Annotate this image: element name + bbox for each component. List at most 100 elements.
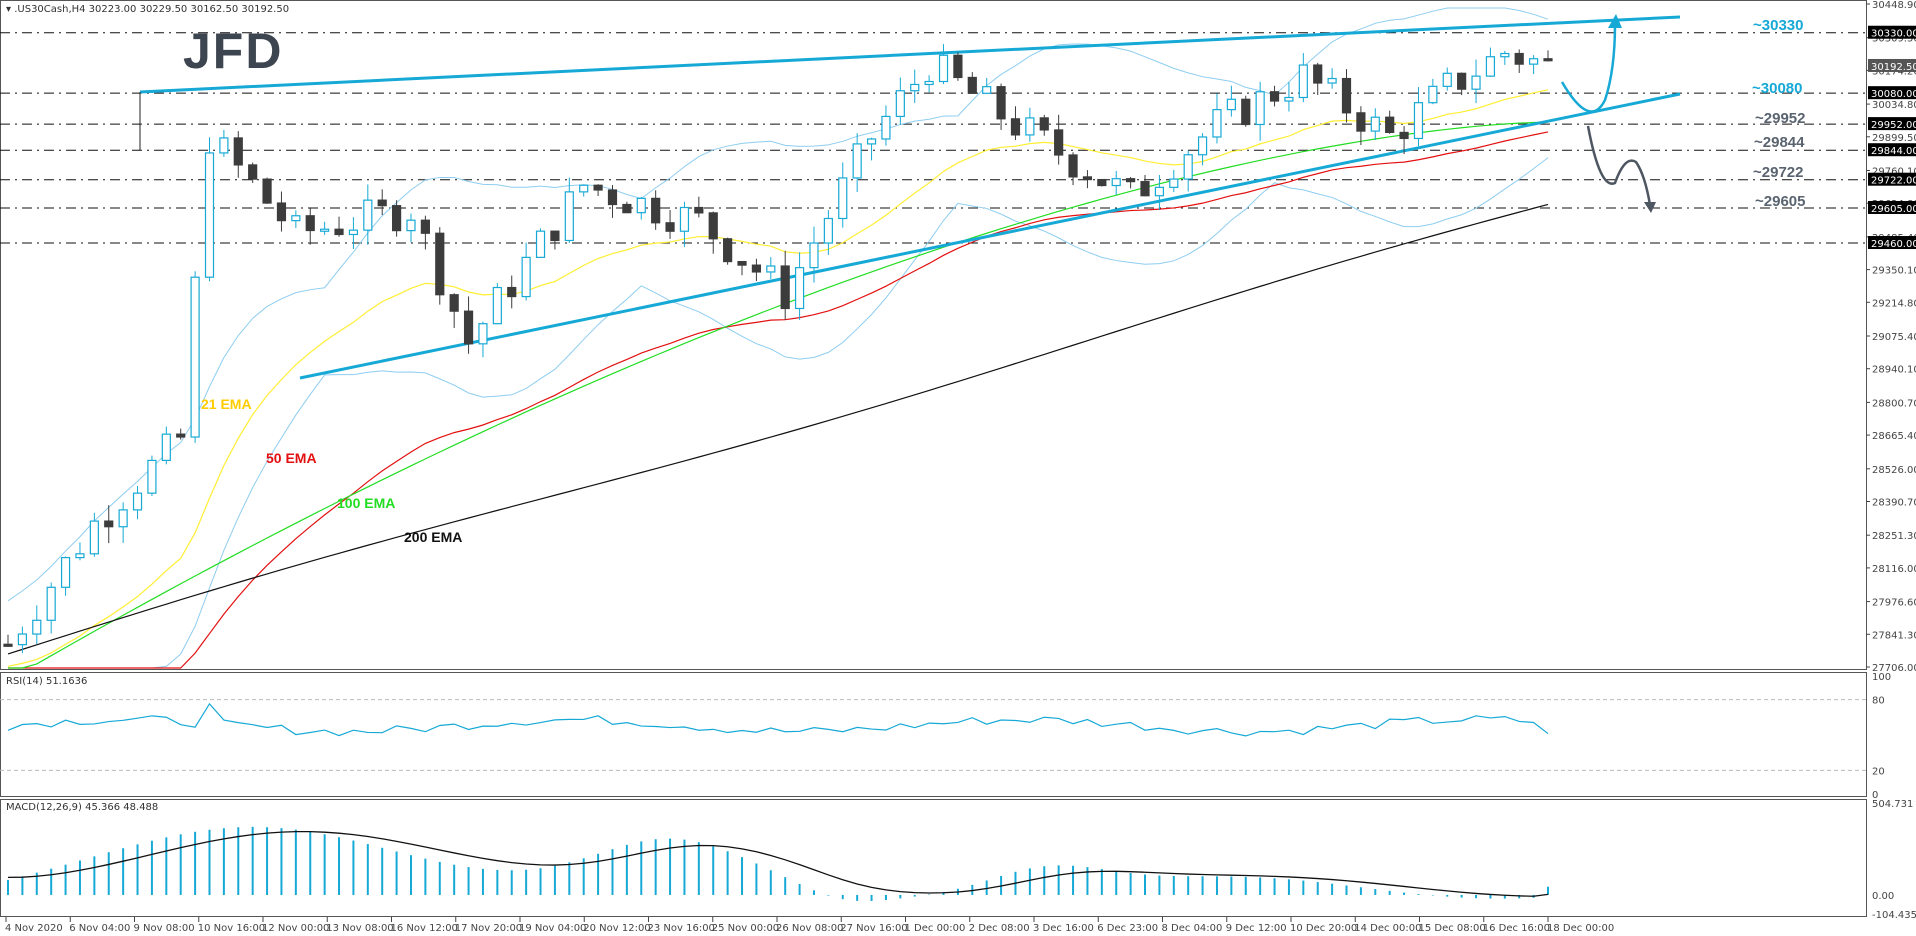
bull-candle [1327,77,1337,84]
price-marker-text: 30080.00 [1871,89,1916,100]
rsi-tick: 0 [1872,790,1878,801]
bear-candle [435,232,445,296]
price-tick: 28940.10 [1872,365,1916,376]
bear-candle [996,86,1006,120]
bear-candle [1356,112,1366,132]
bear-candle [1039,117,1049,131]
bear-candle [1514,52,1524,65]
price-tick: 29075.40 [1872,332,1916,343]
price-marker-text: 29952.00 [1871,120,1916,131]
bollinger-bands [7,7,1549,669]
level-label-29952: ~29952 [1755,110,1806,127]
bull-candle [881,115,891,140]
price-axis: 30448.9030309.5030174.2030034.8029899.50… [1866,0,1916,674]
bear-candle [104,520,114,528]
time-tick: 18 Dec 00:00 [1547,923,1614,934]
bull-candle [46,586,56,621]
candlesticks [3,44,1553,654]
level-label-29722: ~29722 [1753,164,1804,181]
bear-candle [1140,181,1150,197]
bear-candle [176,433,186,438]
macd-histogram: 504.731 0.00 -104.435 [7,799,1916,921]
time-tick: 19 Nov 04:00 [519,923,586,934]
bull-candle [564,191,574,242]
price-tick: 30309.50 [1872,34,1916,45]
price-marker-text: 29844.00 [1871,146,1916,157]
bear-candle [377,199,387,207]
ema50-label: 50 EMA [266,450,317,466]
bull-candle [579,184,589,193]
lower-trendline[interactable] [299,92,1681,380]
bear-candle [391,205,402,232]
bear-candle [1126,178,1136,183]
time-tick: 6 Nov 04:00 [69,923,130,934]
price-tick: 29760.10 [1872,166,1916,177]
bull-candle [1212,109,1222,138]
bull-candle [838,177,848,220]
price-marker-text: 29460.00 [1871,239,1916,250]
bear-candle [248,164,258,180]
level-label-29844: ~29844 [1754,134,1805,151]
bear-candle [305,215,315,232]
time-tick: 13 Nov 08:00 [326,923,393,934]
rsi-tick: 20 [1872,766,1885,777]
ema50-line [8,131,1549,669]
bear-candle [1385,116,1395,134]
bull-candle [291,215,301,222]
bull-candle [1442,72,1452,87]
bull-candle [363,199,373,231]
bear-candle [463,310,474,345]
bull-candle [320,228,330,232]
time-tick: 3 Dec 16:00 [1033,923,1094,934]
upper-trendline[interactable] [139,15,1681,94]
symbol-header[interactable]: ▾ .US30Cash,H4 30223.00 30229.50 30162.5… [6,4,289,15]
bull-candle [521,256,531,298]
bull-candle [679,206,690,232]
bull-candle [895,90,905,118]
dropdown-icon[interactable]: ▾ [6,4,12,15]
bear-candle [334,228,344,236]
bull-candle [1485,56,1496,77]
price-marker-text: 29722.00 [1871,176,1916,187]
bull-candle [492,286,502,325]
bear-candle [1457,72,1467,90]
bear-candle [1068,154,1078,178]
bull-candle [924,80,934,86]
time-tick: 9 Dec 12:00 [1226,923,1287,934]
trendlines[interactable] [139,15,1681,380]
arrow-up-icon [1560,23,1617,113]
bull-candle [1500,52,1510,58]
ema21-line [7,89,1549,667]
price-marker [1868,86,1916,100]
bear-candle [276,202,287,222]
bull-candle [1025,117,1035,136]
price-tick: 29350.10 [1872,266,1916,277]
bear-candle [1241,98,1251,126]
bear-candle [233,137,243,166]
price-marker-text: 29605.00 [1871,204,1916,215]
time-axis: 4 Nov 2020 6 Nov 04:00 9 Nov 08:00 10 Nov 1… [5,917,1614,934]
macd-tick: 504.731 [1872,799,1913,810]
bear-candle [723,238,733,263]
rsi-line: 100 80 20 0 [0,672,1891,801]
bear-candle [780,265,790,310]
bear-candle [953,54,963,79]
bull-candle [866,138,877,145]
time-tick: 10 Nov 16:00 [198,923,265,934]
time-tick: 15 Dec 08:00 [1419,923,1486,934]
arrow-down-icon [1586,125,1652,206]
bull-candle [1255,91,1265,126]
bull-candle [1370,116,1380,132]
price-marker [1868,143,1916,157]
bear-candle [967,76,977,94]
bull-candle [1413,102,1424,140]
jfd-logo: JFD [183,23,284,79]
bear-candle [1269,91,1280,102]
bear-candle [507,286,517,298]
ema200-line [7,203,1549,655]
bull-candle [204,152,215,278]
bear-candle [262,178,272,204]
price-marker [1868,25,1916,39]
time-tick: 17 Nov 20:00 [455,923,522,934]
